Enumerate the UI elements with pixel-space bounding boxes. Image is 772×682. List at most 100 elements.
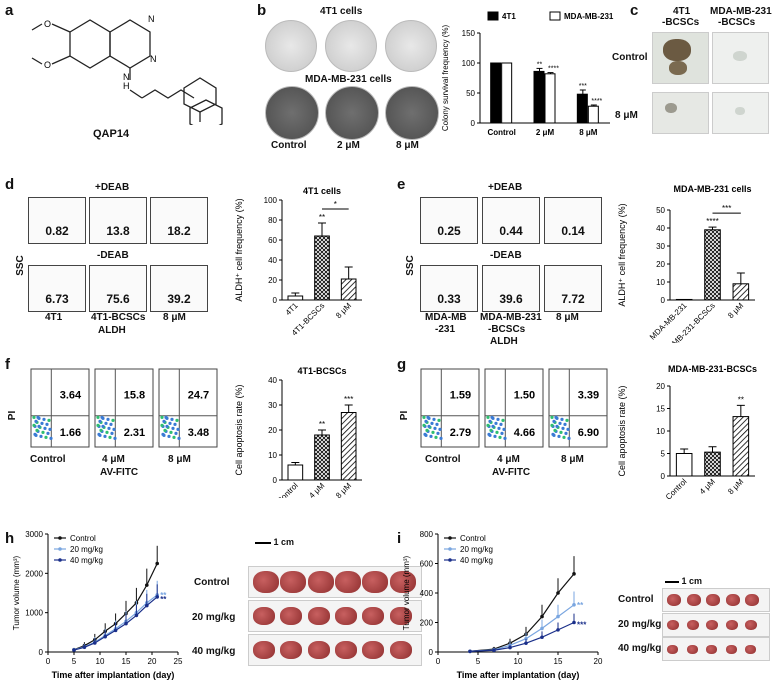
tumor	[253, 607, 275, 625]
cell-dot	[424, 419, 428, 423]
quadrant-value: 3.48	[188, 427, 209, 439]
tumor	[307, 641, 330, 659]
facs-plot: 0.82	[28, 197, 86, 244]
tumor-row	[662, 613, 770, 637]
col-label: MDA-MB-231	[480, 312, 542, 323]
cell-dot	[32, 423, 36, 427]
colony-dish	[385, 86, 439, 140]
tumor	[389, 571, 416, 593]
legend-marker	[448, 536, 452, 540]
cell-dot	[176, 427, 180, 431]
chart-title: MDA-MB-231 cells	[673, 184, 751, 194]
y-tick-label: 0	[661, 296, 666, 305]
apoptosis-quadrants-f: 3.64 1.66 15.8 2.31 24.7 3.48	[30, 368, 218, 448]
y-tick-label: 100	[264, 196, 278, 205]
col-title-mdab: -BCSCs	[718, 17, 756, 28]
cell-dot	[486, 423, 490, 427]
row-label: Control	[194, 577, 230, 588]
x-tick-label: 25	[174, 657, 183, 666]
tumor-row	[248, 566, 422, 598]
tumor	[389, 607, 412, 625]
y-tick-label: 20	[656, 260, 665, 269]
row-label: 40 mg/kg	[192, 646, 236, 657]
quadrant-value: 4.66	[514, 427, 535, 439]
col-label: 8 μM	[168, 454, 191, 465]
cell-dot	[427, 424, 431, 428]
significance-star: ***	[344, 395, 353, 404]
x-tick-label: 4 μM	[698, 477, 717, 496]
cell-dot	[167, 434, 171, 438]
cell-dot	[100, 415, 104, 419]
chart-title: 4T1 cells	[303, 186, 341, 196]
col-label: -231	[435, 324, 456, 335]
cell-dot	[430, 421, 434, 425]
facs-value: 39.2	[167, 292, 191, 306]
cell-dot	[103, 434, 107, 438]
cell-dot	[39, 434, 43, 438]
x-tick-label: 20	[148, 657, 157, 666]
cell-dot	[160, 415, 164, 419]
cell-dot	[35, 428, 39, 432]
y-tick-label: 40	[268, 256, 277, 265]
significance-star: **	[319, 420, 325, 429]
panel-label-i: i	[397, 530, 402, 547]
facs-value: 0.25	[437, 224, 461, 238]
facs-plot: 13.8	[89, 197, 147, 244]
bar	[314, 235, 330, 301]
bar	[340, 412, 357, 481]
cell-dot	[99, 428, 103, 432]
y-axis-label: ALDH⁺ cell frequency (%)	[234, 198, 244, 301]
chart-tumor-volume-h: Tumor volume (mm³) Time after implantatio…	[12, 530, 183, 680]
cell-dot	[170, 417, 174, 421]
deab-plus: +DEAB	[95, 182, 130, 193]
tumor	[667, 594, 681, 606]
svg-text:N: N	[148, 14, 155, 24]
tumor	[725, 620, 738, 630]
facs-plot: 18.2	[150, 197, 208, 244]
svg-text:O: O	[44, 60, 51, 70]
data-point	[572, 620, 576, 625]
colony-dish	[265, 86, 319, 140]
x-tick-label: 5	[72, 657, 77, 666]
cell-dot	[33, 432, 37, 436]
y-tick-label: 30	[656, 242, 665, 251]
cell-dot	[37, 424, 41, 428]
col-label: 4 μM	[497, 454, 520, 465]
axis-ssc: SSC	[404, 255, 416, 276]
cell-dot	[503, 436, 507, 440]
bar	[587, 105, 599, 124]
significance-star: **	[319, 213, 325, 222]
facs-plot: 39.2	[150, 265, 208, 312]
facs-value: 13.8	[106, 224, 130, 238]
cell-dot	[426, 415, 430, 419]
data-point	[524, 641, 528, 645]
significance-star: **	[738, 395, 744, 404]
cell-dot	[49, 436, 53, 440]
data-point	[572, 572, 576, 576]
axis-pi: PI	[7, 410, 19, 421]
quadrant-value: 1.59	[450, 390, 471, 402]
cell-dot	[175, 418, 179, 422]
data-point	[524, 636, 528, 641]
tumor	[253, 641, 275, 659]
sphere-photo	[652, 92, 709, 134]
data-point	[540, 635, 544, 640]
x-tick-label: 15	[122, 657, 131, 666]
colony-dish	[325, 86, 379, 140]
cell-dot	[498, 435, 502, 439]
series-line	[73, 563, 158, 651]
cell-dot	[563, 422, 567, 426]
cell-dot	[47, 418, 51, 422]
data-point	[540, 626, 544, 631]
chart-aldh-mda: MDA-MB-231 cells ALDH⁺ cell frequency (%)…	[617, 184, 755, 343]
bar	[704, 451, 721, 477]
cell-dot	[557, 434, 561, 438]
cell-dot	[32, 415, 36, 419]
y-tick-label: 100	[462, 59, 476, 68]
legend-label: 4T1	[502, 12, 516, 21]
deab-plus: +DEAB	[488, 182, 523, 193]
axis-aldh: ALDH	[490, 336, 518, 347]
chart-title: MDA-MB-231-BCSCs	[668, 364, 757, 374]
tumor	[725, 644, 737, 654]
chart-tumor-volume-i: Tumor volume (mm³) Time after implantatio…	[402, 530, 603, 680]
